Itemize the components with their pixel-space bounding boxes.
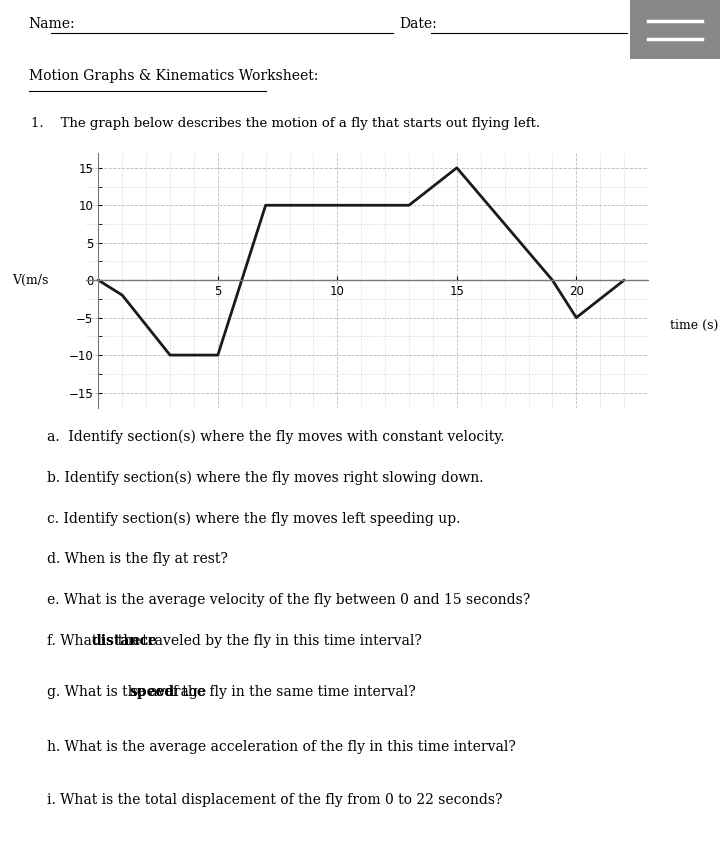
FancyBboxPatch shape [626, 0, 720, 63]
Text: c. Identify section(s) where the fly moves left speeding up.: c. Identify section(s) where the fly mov… [47, 512, 460, 526]
Text: h. What is the average acceleration of the fly in this time interval?: h. What is the average acceleration of t… [47, 740, 516, 754]
Text: e. What is the average velocity of the fly between 0 and 15 seconds?: e. What is the average velocity of the f… [47, 593, 530, 607]
Text: Date:: Date: [399, 17, 437, 31]
Text: a.  Identify section(s) where the fly moves with constant velocity.: a. Identify section(s) where the fly mov… [47, 430, 504, 444]
Text: i. What is the total displacement of the fly from 0 to 22 seconds?: i. What is the total displacement of the… [47, 793, 503, 807]
Text: Motion Graphs & Kinematics Worksheet:: Motion Graphs & Kinematics Worksheet: [29, 70, 318, 83]
Y-axis label: V(m/s: V(m/s [12, 273, 48, 287]
Text: of the fly in the same time interval?: of the fly in the same time interval? [160, 685, 415, 699]
Text: speed: speed [130, 685, 175, 699]
Text: 1.    The graph below describes the motion of a fly that starts out flying left.: 1. The graph below describes the motion … [31, 116, 540, 130]
Text: time (s): time (s) [670, 318, 718, 332]
Text: b. Identify section(s) where the fly moves right slowing down.: b. Identify section(s) where the fly mov… [47, 471, 483, 485]
Text: traveled by the fly in this time interval?: traveled by the fly in this time interva… [138, 634, 422, 648]
Text: Name:: Name: [29, 17, 75, 31]
Text: g. What is the average: g. What is the average [47, 685, 210, 699]
Text: d. When is the fly at rest?: d. When is the fly at rest? [47, 553, 228, 566]
Text: f. What is the: f. What is the [47, 634, 145, 648]
Text: distance: distance [91, 634, 157, 648]
